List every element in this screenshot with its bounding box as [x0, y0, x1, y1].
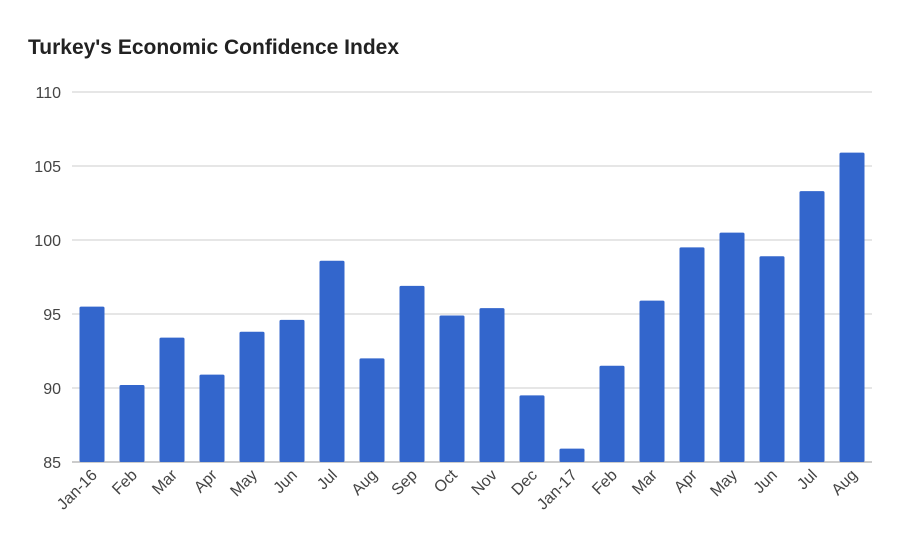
- bar: [639, 300, 665, 462]
- y-tick-label: 110: [35, 85, 61, 102]
- bar: [599, 365, 625, 462]
- y-tick-label: 105: [34, 159, 61, 176]
- y-tick-label: 85: [43, 455, 61, 472]
- bar: [799, 191, 825, 462]
- bar: [159, 337, 185, 462]
- x-tick-label: Mar: [629, 466, 661, 498]
- x-tick-label: Jun: [271, 467, 301, 497]
- bar: [239, 331, 265, 462]
- x-tick-label: Aug: [829, 467, 861, 499]
- bar: [319, 260, 345, 462]
- bar: [439, 315, 465, 462]
- bar: [559, 448, 585, 462]
- x-tick-label: Apr: [671, 466, 701, 496]
- x-tick-label: Nov: [469, 467, 501, 499]
- x-tick-label: Feb: [109, 467, 141, 499]
- bar: [399, 285, 425, 462]
- bar: [279, 319, 305, 462]
- bar: [759, 256, 785, 462]
- bar: [359, 358, 385, 462]
- y-tick-label: 90: [43, 381, 61, 398]
- x-tick-label: Feb: [589, 467, 621, 499]
- bar: [79, 306, 105, 462]
- bar: [839, 152, 865, 462]
- x-tick-label: Dec: [509, 467, 541, 499]
- x-tick-label: May: [227, 467, 260, 500]
- x-tick-label: May: [707, 467, 740, 500]
- x-tick-label: Apr: [191, 466, 221, 496]
- chart-title: Turkey's Economic Confidence Index: [28, 36, 399, 59]
- y-tick-label: 100: [34, 233, 61, 250]
- x-tick-label: Aug: [349, 467, 381, 499]
- bar: [119, 385, 145, 462]
- x-tick-label: Jul: [314, 467, 340, 493]
- x-tick-label: Mar: [149, 466, 181, 498]
- x-tick-label: Oct: [431, 466, 461, 496]
- x-tick-label: Jan-16: [54, 467, 101, 514]
- x-tick-label: Jul: [794, 467, 820, 493]
- x-tick-label: Jun: [751, 467, 781, 497]
- bar: [199, 374, 225, 462]
- bar: [479, 308, 505, 462]
- x-tick-label: Jan-17: [534, 467, 581, 514]
- bar: [519, 395, 545, 462]
- bar: [679, 247, 705, 462]
- x-tick-label: Sep: [389, 467, 421, 499]
- bar: [719, 232, 745, 462]
- y-tick-label: 95: [43, 307, 61, 324]
